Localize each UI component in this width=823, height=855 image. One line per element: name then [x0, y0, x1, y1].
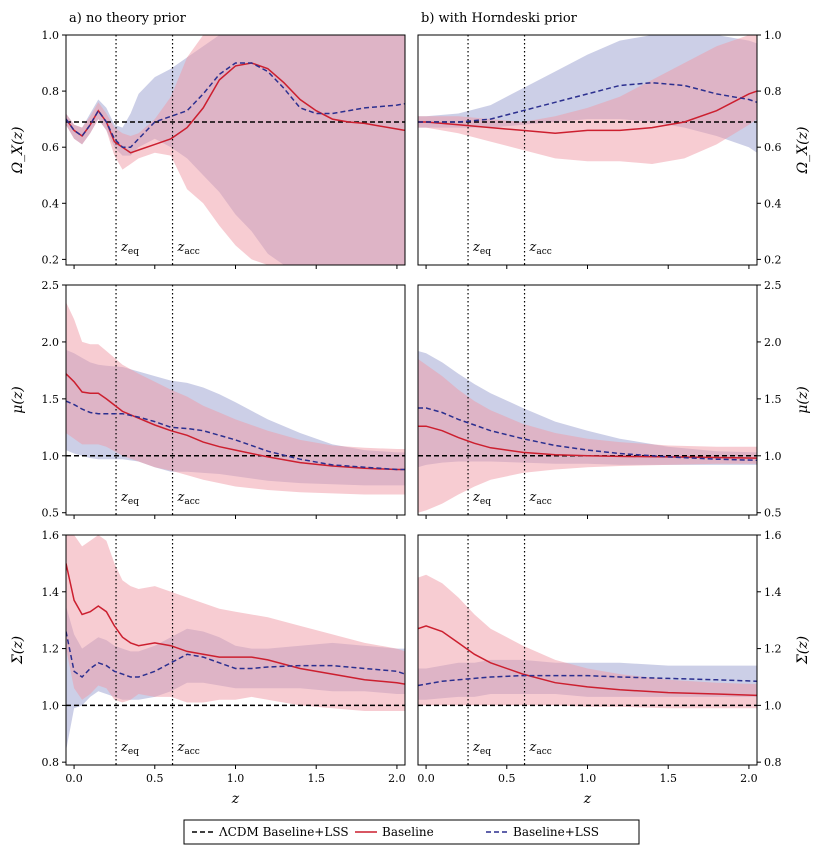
z-eq-label: zeq — [472, 490, 491, 507]
x-tick-label: 0.5 — [146, 772, 164, 785]
baseline-lss-line — [66, 400, 405, 471]
baseline-lss-line — [66, 62, 405, 148]
y-tick-label: 0.4 — [42, 197, 60, 210]
x-tick-label: 2.0 — [388, 772, 406, 785]
baseline-band — [66, 535, 405, 711]
y-axis-label: Ω_X(z) — [795, 127, 811, 175]
baseline-band — [418, 35, 757, 164]
legend-label: Baseline — [382, 825, 434, 839]
baseline-lss-line — [418, 81, 757, 123]
legend-frame — [183, 819, 640, 845]
y-tick-label: 1.0 — [42, 699, 60, 712]
z-eq-label: zeq — [120, 740, 139, 757]
panel-mu-no-prior: 0.5 1.0 1.5 2.0 2.5 μ(z) zeq zacc — [10, 279, 406, 520]
y-tick-label: 1.0 — [42, 29, 60, 42]
z-eq-label: zeq — [120, 490, 139, 507]
panel-mu-horndeski: 0.5 1.0 1.5 2.0 2.5 μ(z) zeq zacc — [417, 279, 811, 520]
panel-Omega-horndeski: 0.2 0.4 0.6 0.8 1.0 Ω_X(z) b) with Horndeski p… — [417, 11, 811, 269]
baseline-line — [418, 90, 757, 134]
y-tick-label: 0.4 — [764, 197, 782, 210]
baseline-line — [418, 625, 757, 697]
baseline-band — [418, 359, 757, 513]
baseline-lss-line — [66, 631, 405, 678]
z-eq-label: zeq — [472, 240, 491, 257]
z-acc-label: zacc — [177, 740, 200, 757]
panel-Sigma-horndeski: 0.8 1.0 1.2 1.4 1.6 0.0 0.5 1.0 1.5 2.0 z Σ(z) zeq za… — [417, 529, 811, 807]
y-tick-label: 0.8 — [764, 756, 782, 769]
y-tick-label: 2.5 — [42, 279, 60, 292]
y-tick-label: 0.2 — [764, 253, 782, 266]
baseline-line — [66, 373, 405, 471]
baseline-lss-line — [418, 407, 757, 462]
y-axis-label: Σ(z) — [10, 636, 26, 665]
y-tick-label: 0.2 — [42, 253, 60, 266]
y-tick-label: 1.0 — [764, 450, 782, 463]
y-tick-label: 2.0 — [764, 336, 782, 349]
z-acc-label: zacc — [177, 490, 200, 507]
y-axis-label: μ(z) — [795, 386, 811, 413]
y-tick-label: 0.8 — [764, 85, 782, 98]
z-acc-label: zacc — [529, 740, 552, 757]
y-tick-label: 1.0 — [764, 29, 782, 42]
y-axis-label: Σ(z) — [795, 636, 811, 665]
y-tick-label: 1.6 — [42, 529, 60, 542]
legend: ΛCDM Baseline+LSS Baseline Baseline+LSS — [183, 819, 640, 845]
legend-label: Baseline+LSS — [513, 825, 599, 839]
y-tick-label: 1.5 — [764, 393, 782, 406]
y-tick-label: 0.5 — [764, 507, 782, 520]
y-tick-label: 1.2 — [42, 643, 60, 656]
x-tick-label: 1.0 — [227, 772, 245, 785]
y-tick-label: 0.8 — [42, 756, 60, 769]
baseline-band — [66, 35, 405, 265]
panel-Omega-no-prior: 0.2 0.4 0.6 0.8 1.0 Ω_X(z) a) no theory prior z… — [10, 11, 406, 269]
y-tick-label: 1.0 — [42, 450, 60, 463]
y-tick-label: 1.4 — [764, 586, 782, 599]
x-tick-label: 0.0 — [417, 772, 435, 785]
z-eq-label: zeq — [120, 240, 139, 257]
y-tick-label: 2.0 — [42, 336, 60, 349]
y-tick-label: 1.6 — [764, 529, 782, 542]
y-tick-label: 1.2 — [764, 643, 782, 656]
baseline-band — [418, 574, 757, 709]
y-tick-label: 0.6 — [764, 141, 782, 154]
x-axis-label: z — [231, 791, 240, 807]
panel-title: b) with Horndeski prior — [421, 11, 578, 26]
x-tick-label: 0.0 — [65, 772, 83, 785]
panel-title: a) no theory prior — [69, 11, 187, 26]
baseline-band — [66, 302, 405, 495]
x-tick-label: 0.5 — [498, 772, 516, 785]
y-tick-label: 0.5 — [42, 507, 60, 520]
y-tick-label: 2.5 — [764, 279, 782, 292]
panel-Sigma-no-prior: 0.8 1.0 1.2 1.4 1.6 0.0 0.5 1.0 1.5 2.0 z Σ(z) zeq za… — [10, 529, 406, 807]
z-acc-label: zacc — [529, 240, 552, 257]
y-axis-label: Ω_X(z) — [10, 127, 26, 175]
y-tick-label: 1.5 — [42, 393, 60, 406]
y-tick-label: 0.8 — [42, 85, 60, 98]
baseline-line — [66, 563, 405, 685]
x-tick-label: 1.5 — [307, 772, 325, 785]
z-eq-label: zeq — [472, 740, 491, 757]
x-tick-label: 1.0 — [579, 772, 597, 785]
y-axis-label: μ(z) — [10, 386, 26, 413]
baseline-lss-line — [418, 674, 757, 687]
x-tick-label: 1.5 — [659, 772, 677, 785]
x-tick-label: 2.0 — [740, 772, 758, 785]
x-axis-label: z — [583, 791, 592, 807]
y-tick-label: 1.4 — [42, 586, 60, 599]
legend-label: ΛCDM Baseline+LSS — [218, 825, 349, 839]
z-acc-label: zacc — [177, 240, 200, 257]
y-tick-label: 1.0 — [764, 699, 782, 712]
z-acc-label: zacc — [529, 490, 552, 507]
y-tick-label: 0.6 — [42, 141, 60, 154]
